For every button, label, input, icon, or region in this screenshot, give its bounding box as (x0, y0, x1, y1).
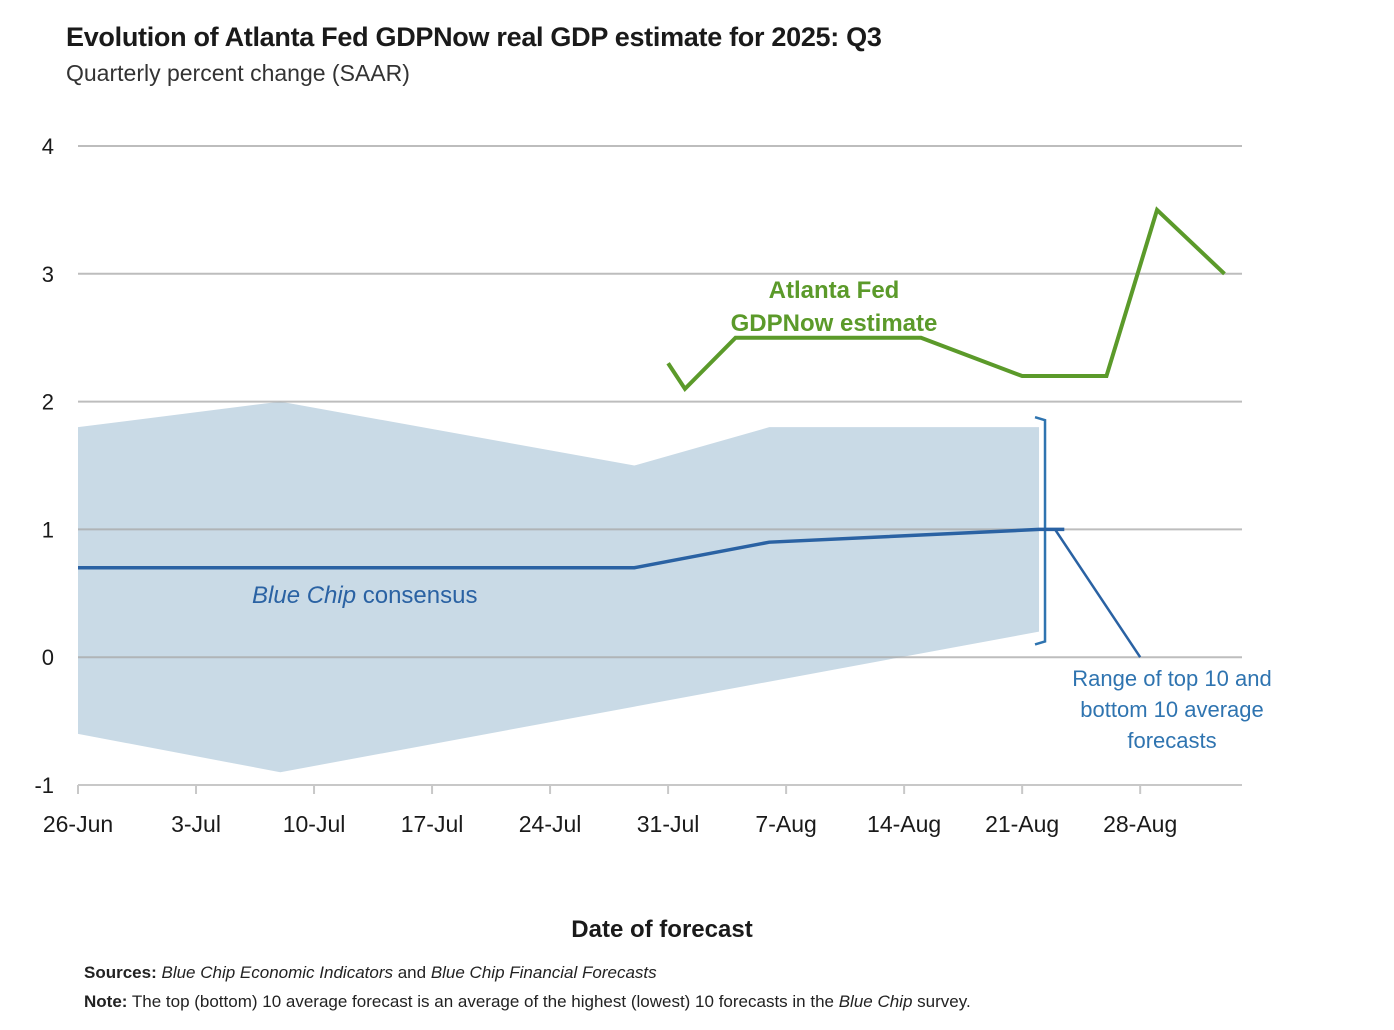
sources-line: Sources: Blue Chip Economic Indicators a… (84, 963, 657, 983)
x-axis-label: Date of forecast (571, 916, 752, 943)
sources-publication-2: Blue Chip Financial Forecasts (430, 963, 657, 982)
range-annotation-line2: bottom 10 average (1080, 697, 1263, 722)
range-annotation-line1: Range of top 10 and (1072, 666, 1271, 691)
x-tick-label: 26-Jun (43, 811, 113, 837)
chart-title: Evolution of Atlanta Fed GDPNow real GDP… (66, 22, 882, 52)
x-tick-label: 21-Aug (985, 811, 1059, 837)
note-italic: Blue Chip (838, 992, 913, 1011)
chart-subtitle: Quarterly percent change (SAAR) (66, 60, 410, 86)
forecast-range-band (78, 401, 1040, 773)
gdpnow-line (666, 206, 1226, 392)
x-tick-label: 3-Jul (171, 811, 221, 837)
note-label: Note: (84, 992, 128, 1011)
note-line: Note: The top (bottom) 10 average foreca… (84, 992, 971, 1012)
x-tick-label: 28-Aug (1103, 811, 1177, 837)
gdpnow-annotation-line1: Atlanta Fed (769, 277, 900, 304)
note-text-2: survey. (912, 992, 971, 1011)
y-tick-label: -1 (34, 773, 54, 798)
consensus-annotation-italic: Blue Chip (252, 582, 356, 609)
y-tick-label: 3 (42, 262, 54, 287)
x-tick-label: 17-Jul (401, 811, 464, 837)
consensus-annotation-rest: consensus (356, 582, 477, 609)
range-leader-line (1045, 528, 1142, 658)
consensus-annotation: Blue Chip consensus (252, 582, 477, 609)
range-annotation-line3: forecasts (1127, 728, 1216, 753)
y-tick-label: 4 (42, 134, 54, 159)
sources-and: and (393, 963, 431, 982)
x-tick-label: 14-Aug (867, 811, 941, 837)
x-tick-label: 24-Jul (519, 811, 582, 837)
x-tick-label: 31-Jul (637, 811, 700, 837)
y-tick-label: 0 (42, 645, 54, 670)
y-tick-label: 2 (42, 390, 54, 415)
gdpnow-annotation-line2: GDPNow estimate (731, 310, 938, 337)
note-text-1: The top (bottom) 10 average forecast is … (127, 992, 839, 1011)
y-tick-label: 1 (42, 517, 54, 542)
sources-label: Sources: (84, 963, 157, 982)
x-tick-label: 7-Aug (755, 811, 816, 837)
sources-publication-1: Blue Chip Economic Indicators (161, 963, 393, 982)
x-tick-label: 10-Jul (283, 811, 346, 837)
